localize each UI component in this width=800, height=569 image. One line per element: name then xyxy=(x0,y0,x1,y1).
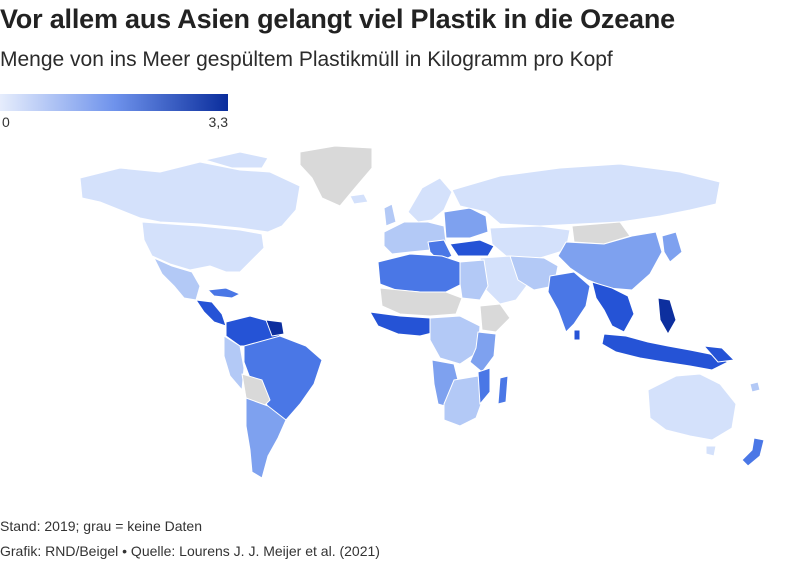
region-australia xyxy=(647,373,737,441)
region-madagascar xyxy=(497,375,509,405)
region-north-africa xyxy=(377,253,463,293)
region-horn-of-africa xyxy=(479,303,511,333)
region-china xyxy=(557,231,663,291)
footnote-source: Grafik: RND/Beigel • Quelle: Lourens J. … xyxy=(0,543,380,559)
region-west-africa xyxy=(369,311,437,337)
region-southeast-asia xyxy=(591,281,635,333)
region-mozambique xyxy=(477,367,491,405)
region-new-zealand xyxy=(741,437,765,467)
legend-max-label: 3,3 xyxy=(208,114,228,130)
region-russia xyxy=(451,163,721,227)
region-eastern-europe xyxy=(443,207,489,239)
region-philippines xyxy=(657,297,677,335)
region-turkey xyxy=(449,239,495,257)
region-png xyxy=(703,345,735,363)
region-uk xyxy=(383,203,397,227)
region-arctic-islands xyxy=(204,151,269,169)
region-central-america xyxy=(195,299,227,327)
region-egypt xyxy=(459,259,489,301)
region-peru xyxy=(223,335,245,391)
legend-min-label: 0 xyxy=(2,114,10,130)
region-india xyxy=(547,271,591,333)
region-brazil xyxy=(243,335,323,421)
chart-subtitle: Menge von ins Meer gespültem Plastikmüll… xyxy=(0,48,613,71)
region-iceland xyxy=(349,193,369,205)
region-caribbean xyxy=(207,287,241,299)
region-guyanas xyxy=(265,319,285,337)
color-legend-bar xyxy=(0,94,228,111)
world-choropleth-map xyxy=(79,145,765,479)
region-pacific-islands xyxy=(749,381,761,393)
region-usa xyxy=(141,221,265,273)
region-central-asia xyxy=(489,225,571,259)
region-japan-korea xyxy=(661,231,683,263)
region-canada xyxy=(79,161,301,233)
region-southern-cone xyxy=(245,397,287,479)
region-greenland xyxy=(299,145,373,207)
region-tasmania xyxy=(705,445,717,457)
region-sahel xyxy=(379,287,463,317)
region-sri-lanka xyxy=(573,329,581,341)
region-indonesia xyxy=(601,333,729,371)
chart-title: Vor allem aus Asien gelangt viel Plastik… xyxy=(0,4,675,34)
region-central-africa xyxy=(429,315,481,365)
footnote-status: Stand: 2019; grau = keine Daten xyxy=(0,518,202,534)
